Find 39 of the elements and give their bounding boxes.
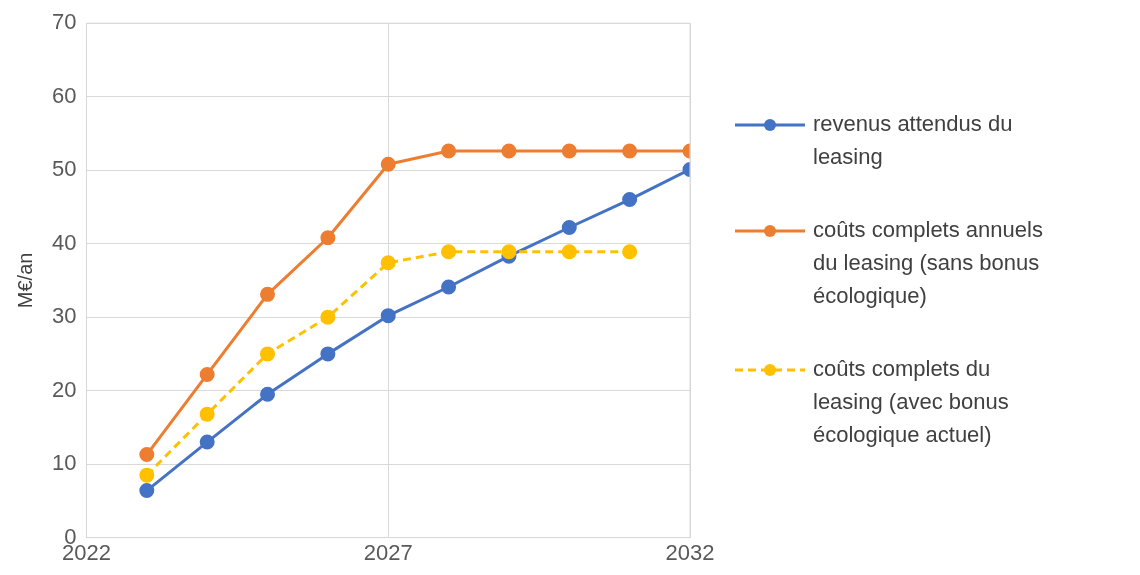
point	[260, 386, 276, 402]
y-axis-title: M€/an	[13, 252, 36, 309]
point	[320, 230, 336, 246]
point	[199, 366, 215, 382]
point	[139, 447, 155, 463]
legend-label: coûts complets du leasing (avec bonus écologique actuel)	[813, 355, 1009, 447]
y-tick-label: 60	[51, 82, 77, 108]
point	[561, 219, 577, 235]
y-tick-label: 20	[51, 376, 77, 402]
point	[622, 244, 638, 260]
point	[561, 244, 577, 260]
x-tick-label: 2027	[363, 539, 413, 565]
point	[199, 406, 215, 422]
point	[199, 434, 215, 450]
point	[320, 346, 336, 362]
legend-label: revenus attendus du leasing	[813, 110, 1013, 169]
point	[441, 244, 457, 260]
point	[441, 143, 457, 159]
y-tick-label: 10	[51, 450, 77, 476]
point	[139, 467, 155, 483]
point	[380, 308, 396, 324]
point	[139, 483, 155, 499]
y-tick-label: 30	[51, 303, 77, 329]
point	[501, 244, 517, 260]
point	[260, 346, 276, 362]
point	[501, 143, 517, 159]
point	[561, 143, 577, 159]
point	[260, 286, 276, 302]
point	[441, 279, 457, 295]
y-tick-label: 40	[51, 229, 77, 255]
point	[380, 255, 396, 271]
y-tick-label: 70	[51, 9, 77, 35]
point	[320, 309, 336, 325]
y-tick-label: 50	[51, 156, 77, 182]
point	[380, 156, 396, 172]
point	[622, 192, 638, 208]
x-tick-label: 2032	[665, 539, 715, 565]
point	[622, 143, 638, 159]
legend-label: coûts complets annuels du leasing (sans bonus écologique)	[813, 216, 1043, 308]
